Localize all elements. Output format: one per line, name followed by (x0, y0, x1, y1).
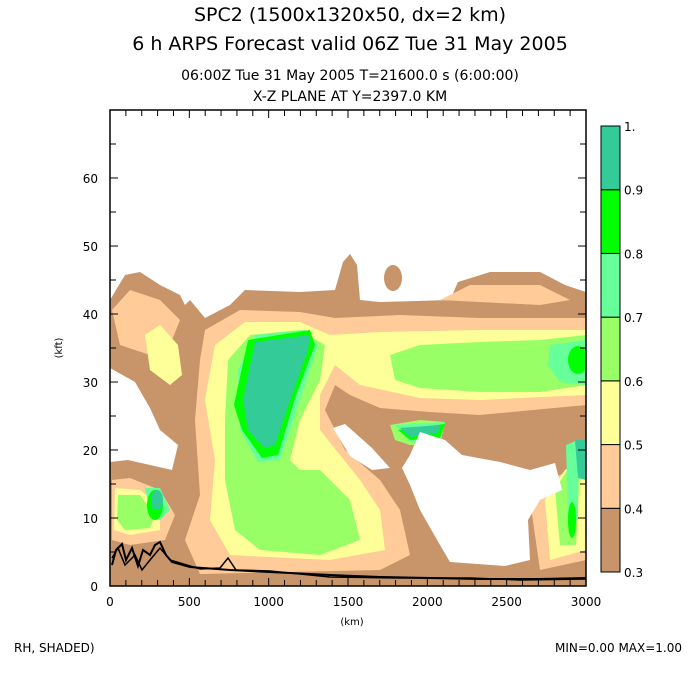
rh-band-0.4 (440, 285, 570, 305)
rh-band-0.9 (151, 490, 163, 510)
x-tick-label: 2500 (491, 595, 522, 609)
rh-dry-region (110, 368, 178, 470)
colorbar-swatch (600, 316, 621, 382)
colorbar-label: 0.5 (624, 439, 643, 453)
colorbar-label: 0.6 (624, 375, 643, 389)
rh-band-0.9 (243, 335, 310, 448)
colorbar-label: 0.7 (624, 311, 643, 325)
colorbar-label: 0.8 (624, 247, 643, 261)
y-tick-label: 10 (83, 512, 98, 526)
y-tick-label: 20 (83, 444, 98, 458)
colorbar-label: 0.3 (624, 566, 643, 580)
colorbar-swatch (600, 125, 621, 191)
colorbar-label: 0.4 (624, 502, 643, 516)
y-tick-label: 60 (83, 172, 98, 186)
chart-title: SPC2 (1500x1320x50, dx=2 km) (193, 4, 507, 26)
rh-band-0.3 (384, 265, 402, 291)
chart-subtitle: 6 h ARPS Forecast valid 06Z Tue 31 May 2… (132, 33, 568, 55)
rh-band-0.7 (566, 440, 578, 520)
min-max-label: MIN=0.00 MAX=1.00 (554, 641, 682, 655)
colorbar-label: 1. (624, 120, 635, 134)
colorbar-swatch (600, 189, 621, 254)
rh-band-0.9 (400, 425, 440, 437)
x-tick-label: 0 (106, 595, 114, 609)
y-tick-label: 50 (83, 240, 98, 254)
x-axis-label: (km) (340, 617, 363, 628)
x-tick-label: 1500 (333, 595, 364, 609)
rh-dry-region (333, 424, 390, 470)
rh-field (110, 254, 586, 586)
colorbar-swatch (600, 444, 621, 509)
plane-label: X-Z PLANE AT Y=2397.0 KM (252, 89, 448, 105)
y-axis-label: (kft) (54, 337, 65, 358)
colorbar: 0.3 0.4 0.5 0.6 0.7 0.8 0.9 1. (600, 120, 643, 580)
field-label: RH, SHADED) (14, 641, 95, 655)
x-tick-label: 1000 (253, 595, 284, 609)
y-tick-label: 40 (83, 308, 98, 322)
rh-band-0.6 (117, 495, 155, 530)
terrain-line (111, 546, 587, 581)
colorbar-swatch (600, 507, 621, 573)
rh-band-0.6 (390, 335, 586, 392)
x-tick-label: 2000 (412, 595, 443, 609)
y-tick-label: 0 (90, 580, 98, 594)
rh-dry-region (402, 432, 562, 566)
rh-band-0.8 (568, 502, 576, 538)
y-axis-tick-labels: 0 10 20 30 40 50 60 (83, 172, 98, 594)
colorbar-swatch (600, 252, 621, 318)
x-tick-label: 3000 (571, 595, 602, 609)
colorbar-swatch (600, 380, 621, 446)
x-tick-label: 500 (178, 595, 201, 609)
axis-ticks (109, 109, 587, 587)
colorbar-label: 0.9 (624, 184, 643, 198)
y-tick-label: 30 (83, 376, 98, 390)
valid-time-label: 06:00Z Tue 31 May 2005 T=21600.0 s (6:00… (181, 68, 519, 84)
rh-band-0.8 (568, 346, 586, 374)
rh-band-0.5 (145, 325, 182, 385)
x-axis-tick-labels: 0 500 1000 1500 2000 2500 3000 (106, 595, 601, 609)
